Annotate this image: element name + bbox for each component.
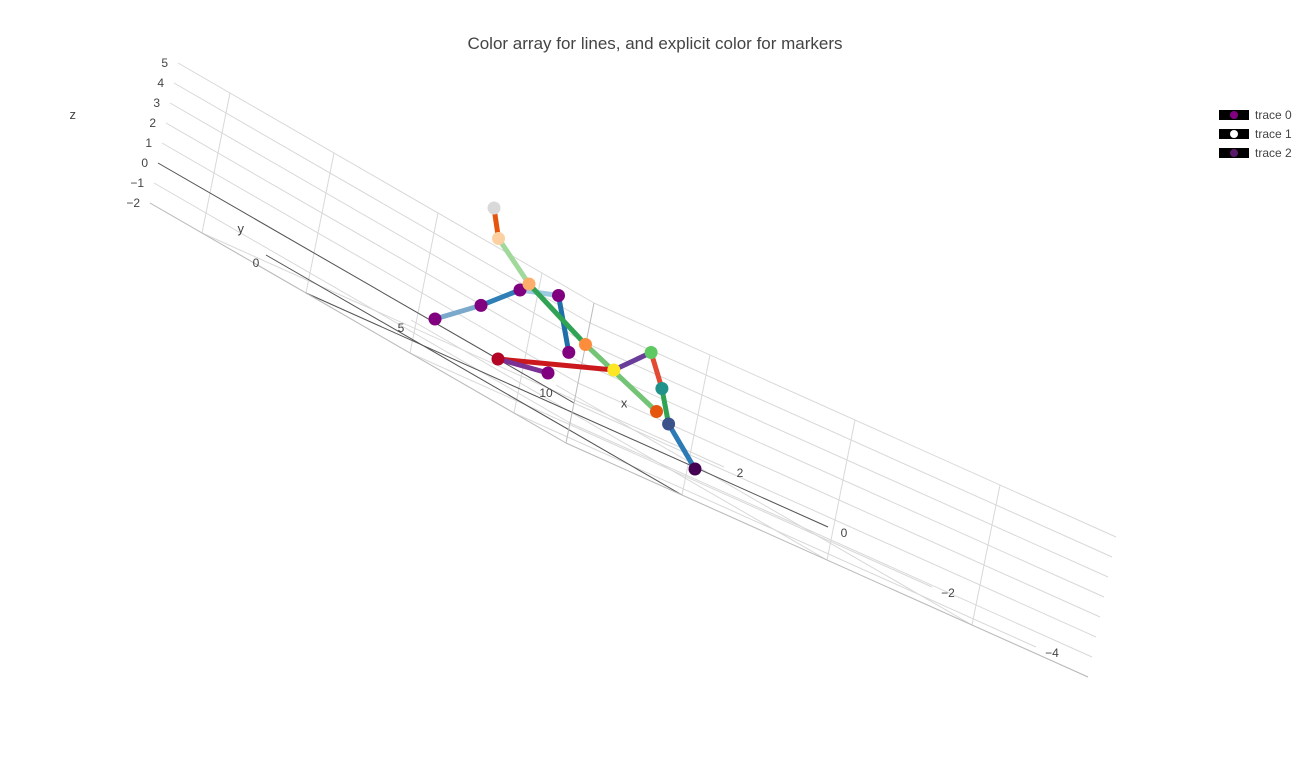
trace-line-segment: [495, 356, 551, 376]
grid-line-y: [681, 354, 711, 496]
data-point: [552, 289, 565, 302]
legend-swatch: [1219, 128, 1249, 139]
legend-swatch: [1219, 109, 1249, 120]
data-point: [607, 363, 621, 377]
grid-line-z: [177, 62, 595, 304]
trace-line-segment: [666, 421, 698, 472]
data-point: [562, 345, 576, 359]
grid-line-z: [165, 122, 583, 364]
trace-line-segment: [496, 236, 532, 287]
data-point: [662, 417, 676, 431]
z-tick-label: 2: [149, 116, 156, 130]
z-tick-label: −2: [126, 196, 140, 210]
y-tick-label: 10: [539, 386, 553, 400]
y-tick-label: 0: [253, 256, 260, 270]
z-tick-label: −1: [130, 176, 144, 190]
data-point: [655, 382, 669, 395]
grid-line-x: [409, 212, 439, 354]
data-point: [492, 232, 505, 245]
trace-line-segment: [478, 287, 523, 308]
x-tick-label: −4: [1045, 646, 1059, 660]
legend-label: trace 2: [1255, 145, 1292, 160]
data-point: [688, 462, 702, 476]
grid-line-x: [305, 152, 335, 294]
x-tick-label: −2: [941, 586, 955, 600]
grid-line-x: [201, 92, 231, 234]
grid-line-y: [826, 419, 856, 561]
grid-line-z: [169, 102, 587, 344]
data-point: [428, 312, 442, 326]
data-point: [541, 366, 555, 380]
z-tick-label: 0: [141, 156, 148, 170]
axis-line: [149, 202, 567, 444]
axis-titles: x y z: [70, 107, 628, 411]
grid-line-y: [971, 484, 1001, 626]
y-tick-label: 5: [398, 321, 405, 335]
legend-item-trace-2[interactable]: trace 2: [1216, 143, 1292, 162]
axis-line: [565, 442, 1089, 678]
zero-line-x: [305, 292, 829, 528]
trace-0: [428, 283, 576, 359]
legend-item-trace-1[interactable]: trace 1: [1216, 124, 1292, 143]
zero-line-z: [157, 162, 575, 404]
legend-marker-icon: [1230, 110, 1238, 119]
trace-line-segment: [495, 356, 617, 373]
traces: [428, 201, 702, 476]
legend-label: trace 0: [1255, 107, 1292, 122]
data-point: [579, 338, 592, 351]
z-tick-label: 3: [153, 96, 160, 110]
data-point: [487, 201, 501, 215]
grid-line-z: [173, 82, 591, 324]
legend-label: trace 1: [1255, 126, 1292, 141]
y-axis-title: y: [238, 221, 245, 236]
legend: trace 0 trace 1 trace 2: [1216, 105, 1292, 162]
trace-2: [491, 346, 702, 476]
x-axis-title: x: [621, 396, 628, 411]
grid-line-z: [153, 182, 571, 424]
legend-item-trace-0[interactable]: trace 0: [1216, 105, 1292, 124]
zero-line-y: [265, 254, 683, 496]
z-tick-label: 1: [145, 136, 152, 150]
data-point: [474, 298, 488, 312]
z-tick-label: 4: [157, 76, 164, 90]
x-tick-label: 2: [737, 466, 744, 480]
grid-line-y: [410, 319, 828, 561]
z-axis-title: z: [70, 107, 77, 122]
legend-marker-icon: [1230, 148, 1238, 157]
legend-swatch: [1219, 147, 1249, 158]
tick-labels: −4 −2 0 2 0 5 10 −2 −1 0 1 2 3 4 5: [126, 56, 1059, 660]
trace-1: [487, 201, 663, 418]
x-tick-label: 0: [841, 526, 848, 540]
data-point: [650, 405, 663, 418]
trace-line-segment: [526, 281, 588, 347]
axis-line: [565, 302, 595, 444]
grid-lines: [149, 62, 1117, 678]
data-point: [491, 352, 505, 366]
data-point: [522, 277, 536, 291]
trace-line-segment: [611, 350, 654, 373]
grid-line-z: [161, 142, 579, 384]
z-tick-label: 5: [161, 56, 168, 70]
data-point: [644, 346, 658, 359]
trace-line-segment: [432, 302, 484, 322]
legend-marker-icon: [1230, 129, 1238, 138]
chart-title: Color array for lines, and explicit colo…: [467, 34, 843, 53]
trace-line-segment: [583, 342, 659, 414]
grid-line-y: [555, 384, 973, 626]
